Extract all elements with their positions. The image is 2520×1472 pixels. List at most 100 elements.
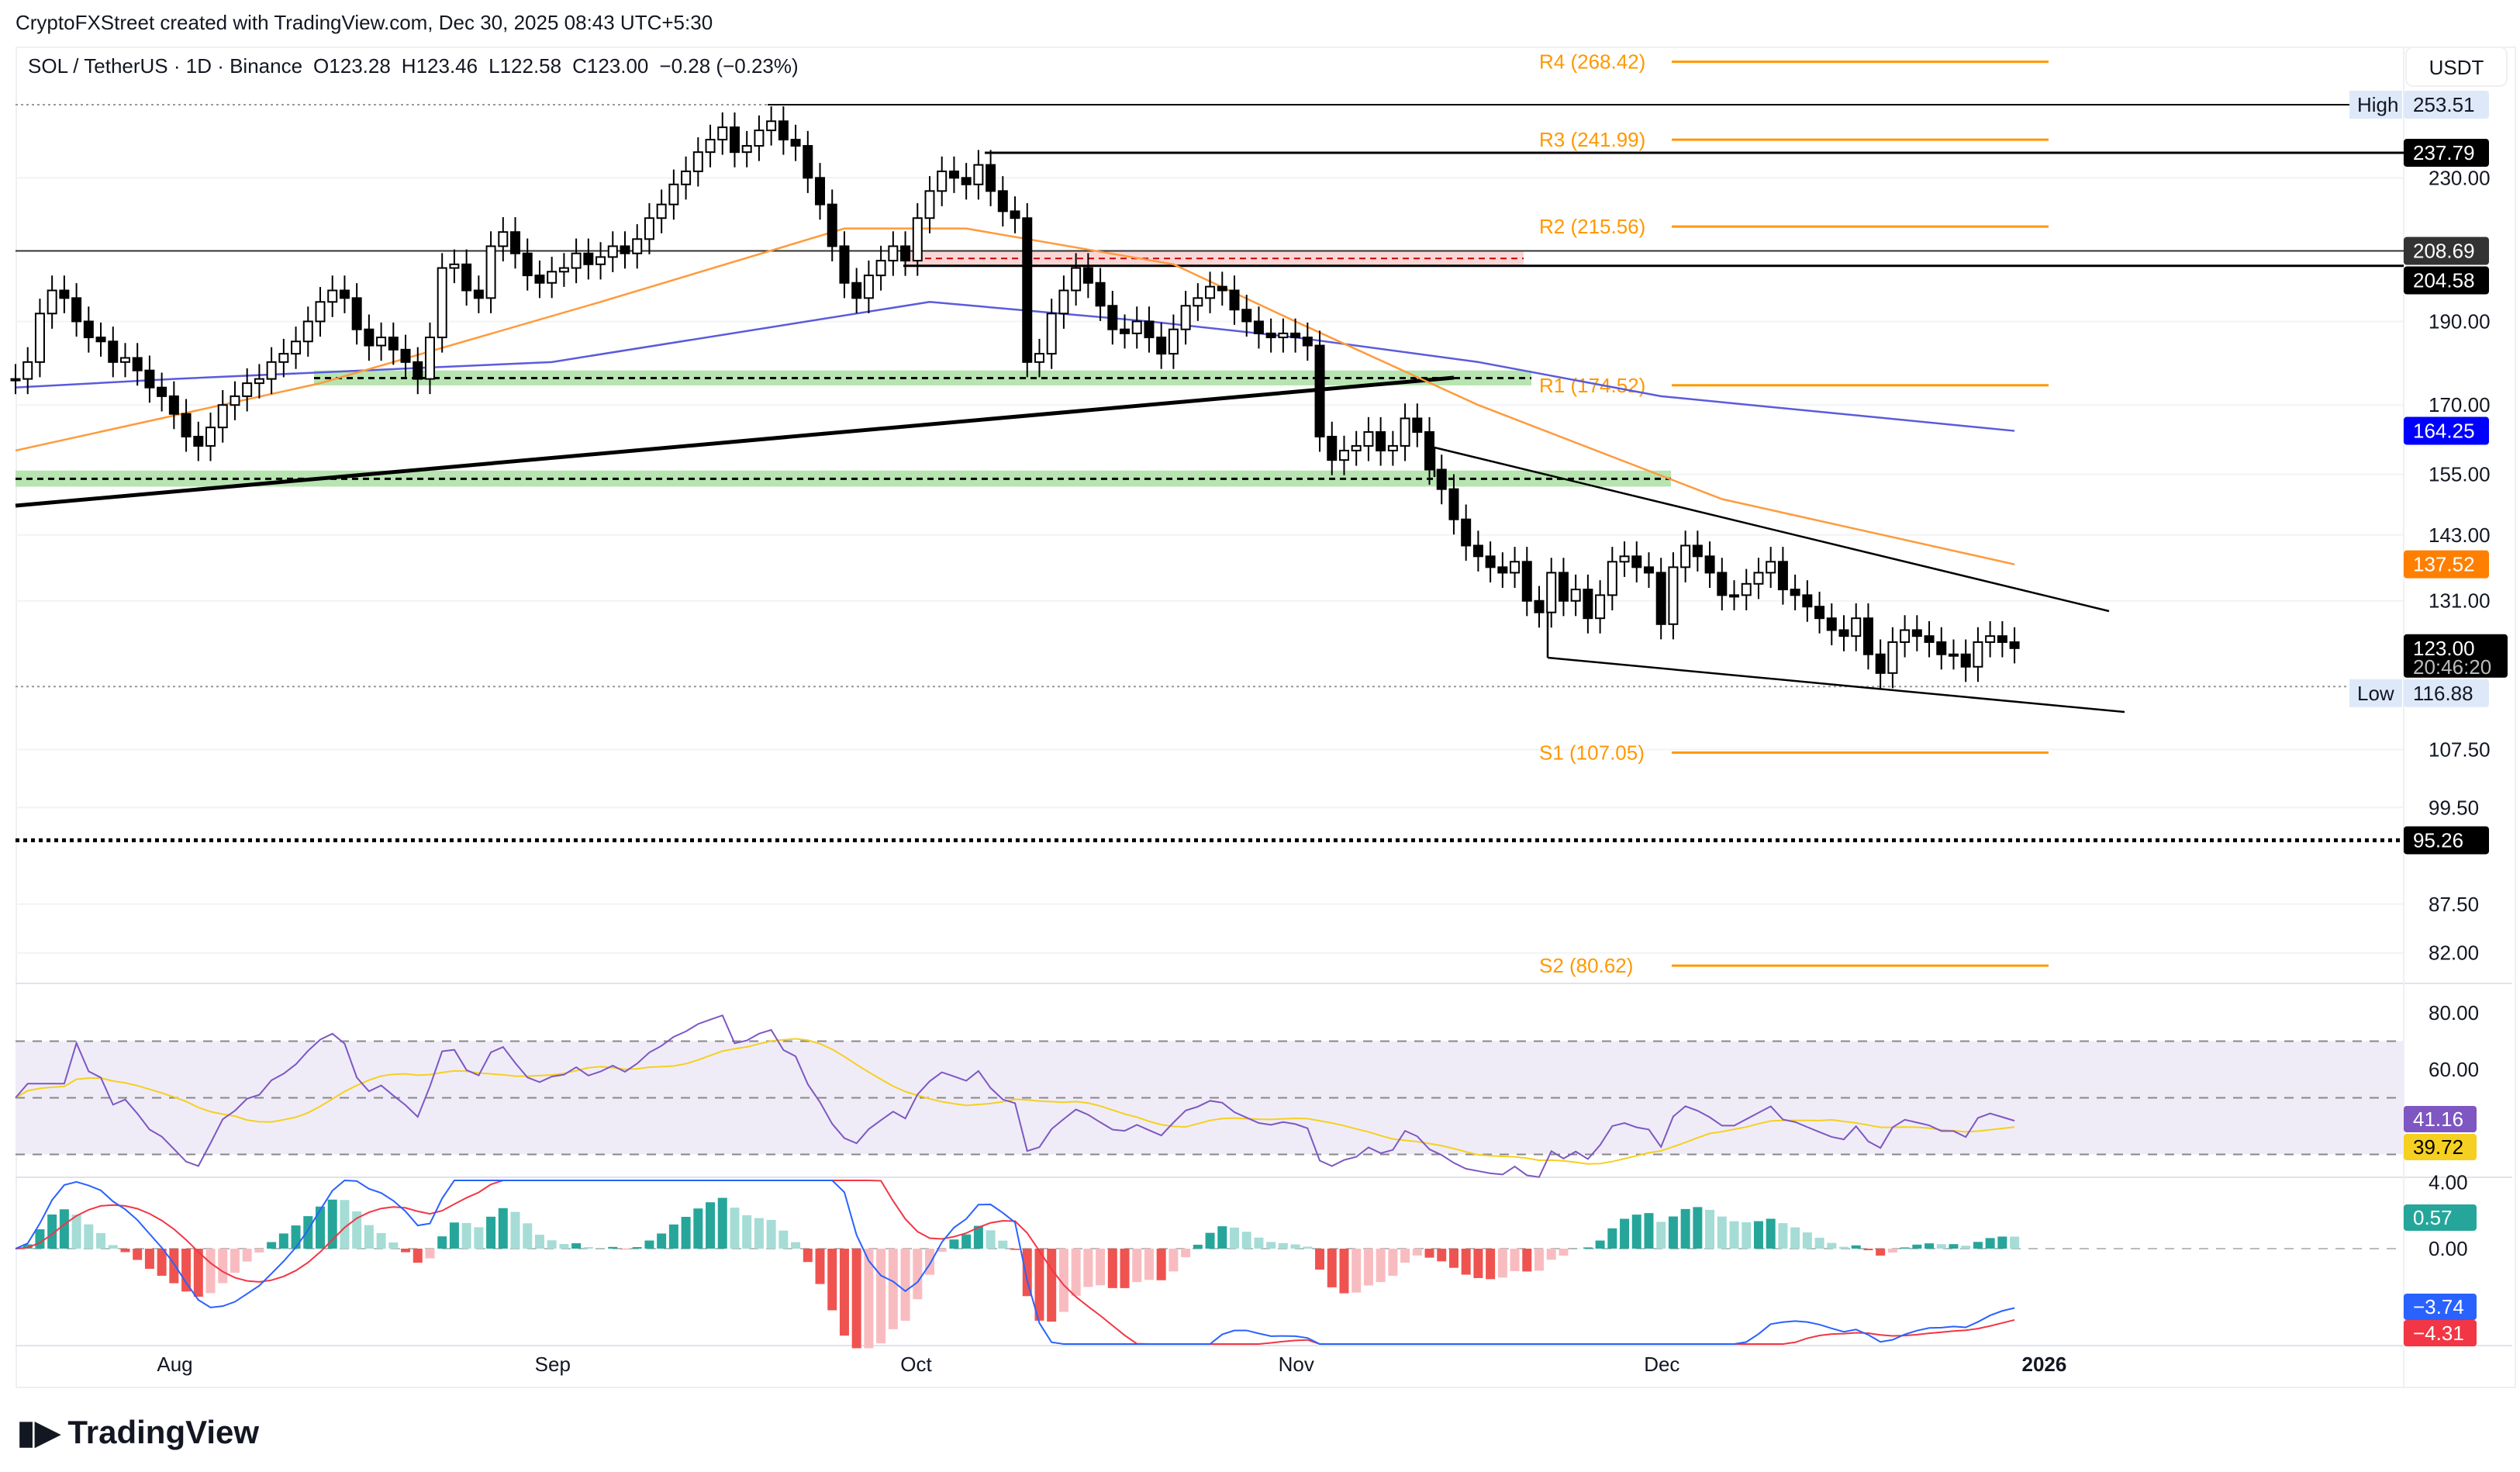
candle-body <box>193 435 204 447</box>
macd-histogram-bar <box>193 1249 203 1297</box>
macd-histogram-bar <box>657 1233 667 1249</box>
candle-body <box>668 183 679 206</box>
price-axis-tick: 190.00 <box>2429 309 2491 333</box>
macd-histogram-bar <box>474 1227 484 1249</box>
macd-histogram-bar <box>803 1249 813 1263</box>
macd-histogram-bar <box>1729 1221 1739 1249</box>
candle-body <box>1058 289 1069 315</box>
macd-histogram-bar <box>1705 1209 1715 1249</box>
macd-histogram-bar <box>1363 1249 1373 1286</box>
macd-histogram-bar <box>1522 1249 1532 1272</box>
time-axis-tick: Dec <box>1644 1353 1679 1376</box>
macd-histogram-bar <box>523 1223 533 1249</box>
price-axis-tick: 87.50 <box>2429 893 2479 916</box>
candle-body <box>1911 629 1922 638</box>
candle-body <box>912 217 923 262</box>
candle-body <box>937 170 948 192</box>
candle-body <box>1363 431 1374 447</box>
macd-histogram-bar <box>730 1208 740 1249</box>
candle-body <box>1521 561 1532 602</box>
price-axis-tick: 230.00 <box>2429 166 2491 189</box>
macd-histogram-bar <box>571 1243 582 1249</box>
candle-body <box>1034 353 1044 363</box>
macd-histogram-bar <box>461 1222 471 1249</box>
macd-histogram-bar <box>59 1209 69 1249</box>
macd-histogram-bar <box>1278 1242 1288 1249</box>
candle-body <box>351 297 362 330</box>
candle-body <box>1936 641 1947 655</box>
price-label: 204.58 <box>2413 269 2475 292</box>
macd-histogram-bar <box>242 1249 252 1262</box>
macd-histogram-bar <box>766 1219 776 1249</box>
macd-histogram-bar <box>973 1225 983 1249</box>
candle-body <box>47 289 57 315</box>
macd-histogram-bar <box>949 1239 959 1249</box>
candle-body <box>1253 320 1264 334</box>
ohlc-low: L122.58 <box>488 54 562 78</box>
macd-histogram-bar <box>1985 1238 1995 1249</box>
macd-histogram-bar <box>1534 1249 1544 1271</box>
macd-histogram-bar <box>388 1242 399 1249</box>
candle-body <box>973 164 984 185</box>
candle-body <box>1485 555 1496 568</box>
rsi-value-bg <box>2404 1134 2477 1160</box>
macd-histogram-bar <box>71 1215 81 1249</box>
price-axis-tick: 131.00 <box>2429 589 2491 613</box>
macd-histogram-bar <box>961 1234 972 1249</box>
macd-histogram-bar <box>376 1232 386 1249</box>
extreme-tag: Low <box>2357 682 2394 705</box>
macd-histogram-bar <box>925 1249 934 1275</box>
candle-body <box>900 245 911 262</box>
candle-body <box>1558 572 1569 602</box>
candle-body <box>729 126 740 154</box>
macd-histogram-bar <box>413 1249 423 1263</box>
ascending-trendline <box>15 375 1455 508</box>
candle-body <box>485 245 496 299</box>
macd-histogram-bar <box>1461 1249 1471 1275</box>
macd-histogram-bar <box>144 1249 154 1270</box>
macd-histogram-bar <box>303 1216 313 1249</box>
candle-body <box>1046 313 1057 355</box>
macd-histogram-bar <box>1351 1249 1362 1293</box>
candle-body <box>803 145 813 179</box>
macd-histogram-bar <box>449 1222 459 1249</box>
candle-body <box>1862 617 1873 655</box>
rsi-axis-tick: 80.00 <box>2429 1001 2479 1025</box>
macd-histogram-bar <box>1839 1246 1849 1249</box>
macd-histogram-bar <box>1230 1227 1239 1249</box>
macd-histogram-bar <box>22 1244 33 1249</box>
candle-body <box>1900 629 1911 643</box>
extreme-tag: High <box>2357 93 2398 116</box>
chart-frame <box>16 47 2516 1388</box>
candle-body <box>364 328 375 347</box>
candle-body <box>1717 572 1728 596</box>
macd-histogram-bar <box>1656 1221 1666 1249</box>
candle-body <box>413 361 423 380</box>
pivot-label: R3 (241.99) <box>1539 128 1645 151</box>
candle-body <box>132 357 143 371</box>
candle-body <box>1010 210 1020 219</box>
macd-histogram-bar <box>1814 1237 1824 1249</box>
macd-value-label: −4.31 <box>2413 1322 2464 1345</box>
macd-histogram-bar <box>230 1249 240 1273</box>
symbol-name[interactable]: SOL / TetherUS · 1D · Binance <box>28 54 303 78</box>
price-axis-tick: 107.50 <box>2429 738 2491 761</box>
symbol-legend: SOL / TetherUS · 1D · Binance O123.28 H123… <box>28 54 810 78</box>
candle-body <box>339 289 350 299</box>
ohlc-change: −0.28 (−0.23%) <box>659 54 799 78</box>
candle-body <box>108 340 119 363</box>
macd-histogram-bar <box>998 1240 1008 1249</box>
price-axis-tick: 170.00 <box>2429 393 2491 416</box>
macd-histogram-bar <box>1863 1249 1873 1251</box>
macd-histogram-bar <box>681 1217 691 1249</box>
ohlc-high: H123.46 <box>401 54 478 78</box>
candle-body <box>986 164 996 192</box>
macd-histogram-bar <box>1376 1249 1386 1283</box>
candle-body <box>1205 285 1216 299</box>
currency-unit-button[interactable]: USDT <box>2405 47 2508 87</box>
candle-body <box>754 130 765 147</box>
candle-body <box>1412 417 1423 434</box>
macd-histogram-bar <box>1193 1244 1203 1249</box>
candle-body <box>1643 566 1654 574</box>
